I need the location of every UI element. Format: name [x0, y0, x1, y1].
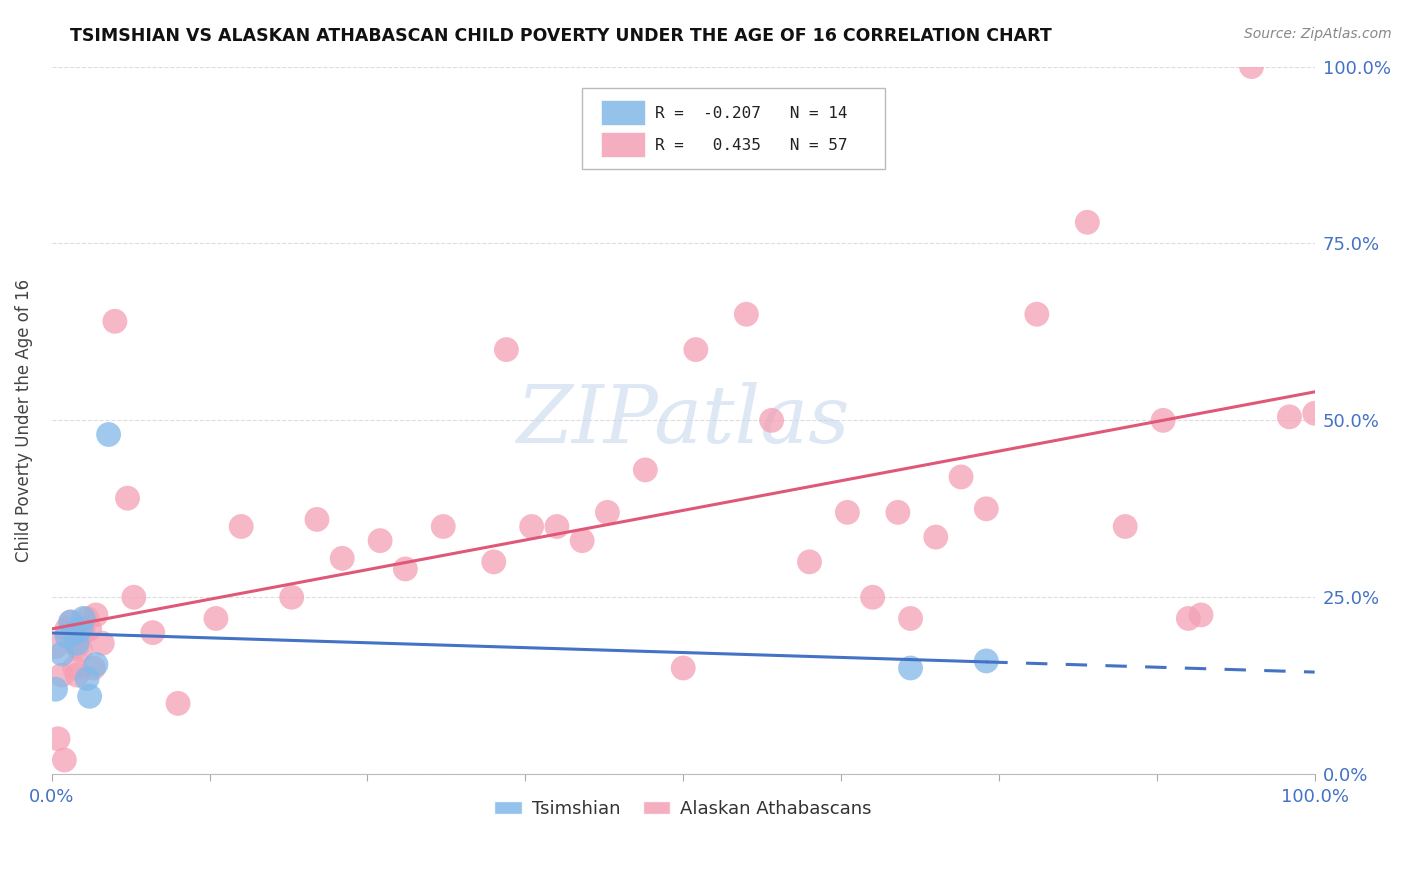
Point [950, 470, 973, 484]
Point [205, 611, 228, 625]
Point [837, 505, 859, 519]
Point [84, 607, 107, 622]
Text: ZIPatlas: ZIPatlas [516, 382, 851, 459]
Point [53, 753, 76, 767]
Point [1114, 519, 1136, 533]
Point [45, 682, 67, 697]
Point [900, 661, 922, 675]
Text: R =   0.435   N = 57: R = 0.435 N = 57 [655, 137, 848, 153]
Point [925, 530, 948, 544]
Point [167, 697, 190, 711]
Point [104, 314, 127, 328]
Point [685, 343, 707, 357]
Point [672, 661, 695, 675]
Point [63, 625, 86, 640]
Point [974, 501, 997, 516]
Point [520, 519, 543, 533]
Point [974, 654, 997, 668]
Point [66, 668, 89, 682]
Point [305, 512, 328, 526]
Point [1240, 60, 1263, 74]
Point [82, 661, 104, 675]
Point [84, 657, 107, 672]
Point [59, 615, 82, 629]
Point [97, 427, 120, 442]
Point [142, 625, 165, 640]
Point [862, 591, 884, 605]
Point [56, 622, 79, 636]
Point [59, 615, 82, 629]
Point [51, 647, 73, 661]
Point [1152, 413, 1174, 427]
Point [76, 672, 98, 686]
Point [761, 413, 783, 427]
Point [1278, 409, 1301, 424]
Point [1177, 611, 1199, 625]
Text: R =  -0.207   N = 14: R = -0.207 N = 14 [655, 106, 848, 120]
Text: Source: ZipAtlas.com: Source: ZipAtlas.com [1244, 27, 1392, 41]
Point [887, 505, 910, 519]
FancyBboxPatch shape [582, 87, 886, 169]
Point [546, 519, 568, 533]
Point [571, 533, 593, 548]
Point [56, 629, 79, 643]
Y-axis label: Child Poverty Under the Age of 16: Child Poverty Under the Age of 16 [15, 279, 32, 562]
Point [799, 555, 821, 569]
Point [51, 668, 73, 682]
Point [482, 555, 505, 569]
Point [1025, 307, 1047, 321]
Point [66, 636, 89, 650]
Point [79, 690, 101, 704]
Point [280, 591, 302, 605]
Point [46, 731, 69, 746]
Point [1076, 215, 1098, 229]
Point [368, 533, 391, 548]
Point [45, 640, 67, 654]
Point [76, 611, 98, 625]
Point [69, 622, 91, 636]
Text: TSIMSHIAN VS ALASKAN ATHABASCAN CHILD POVERTY UNDER THE AGE OF 16 CORRELATION CH: TSIMSHIAN VS ALASKAN ATHABASCAN CHILD PO… [70, 27, 1052, 45]
Legend: Tsimshian, Alaskan Athabascans: Tsimshian, Alaskan Athabascans [488, 793, 879, 825]
Point [72, 625, 94, 640]
Point [432, 519, 454, 533]
Point [69, 643, 91, 657]
Point [596, 505, 619, 519]
Point [1303, 406, 1326, 420]
Point [634, 463, 657, 477]
Point [66, 640, 89, 654]
Point [122, 591, 145, 605]
FancyBboxPatch shape [602, 100, 645, 125]
FancyBboxPatch shape [602, 132, 645, 157]
Point [330, 551, 353, 566]
Point [900, 611, 922, 625]
Point [72, 611, 94, 625]
Point [495, 343, 517, 357]
Point [394, 562, 416, 576]
Point [735, 307, 758, 321]
Point [117, 491, 139, 506]
Point [1189, 607, 1212, 622]
Point [91, 636, 114, 650]
Point [63, 661, 86, 675]
Point [79, 622, 101, 636]
Point [231, 519, 253, 533]
